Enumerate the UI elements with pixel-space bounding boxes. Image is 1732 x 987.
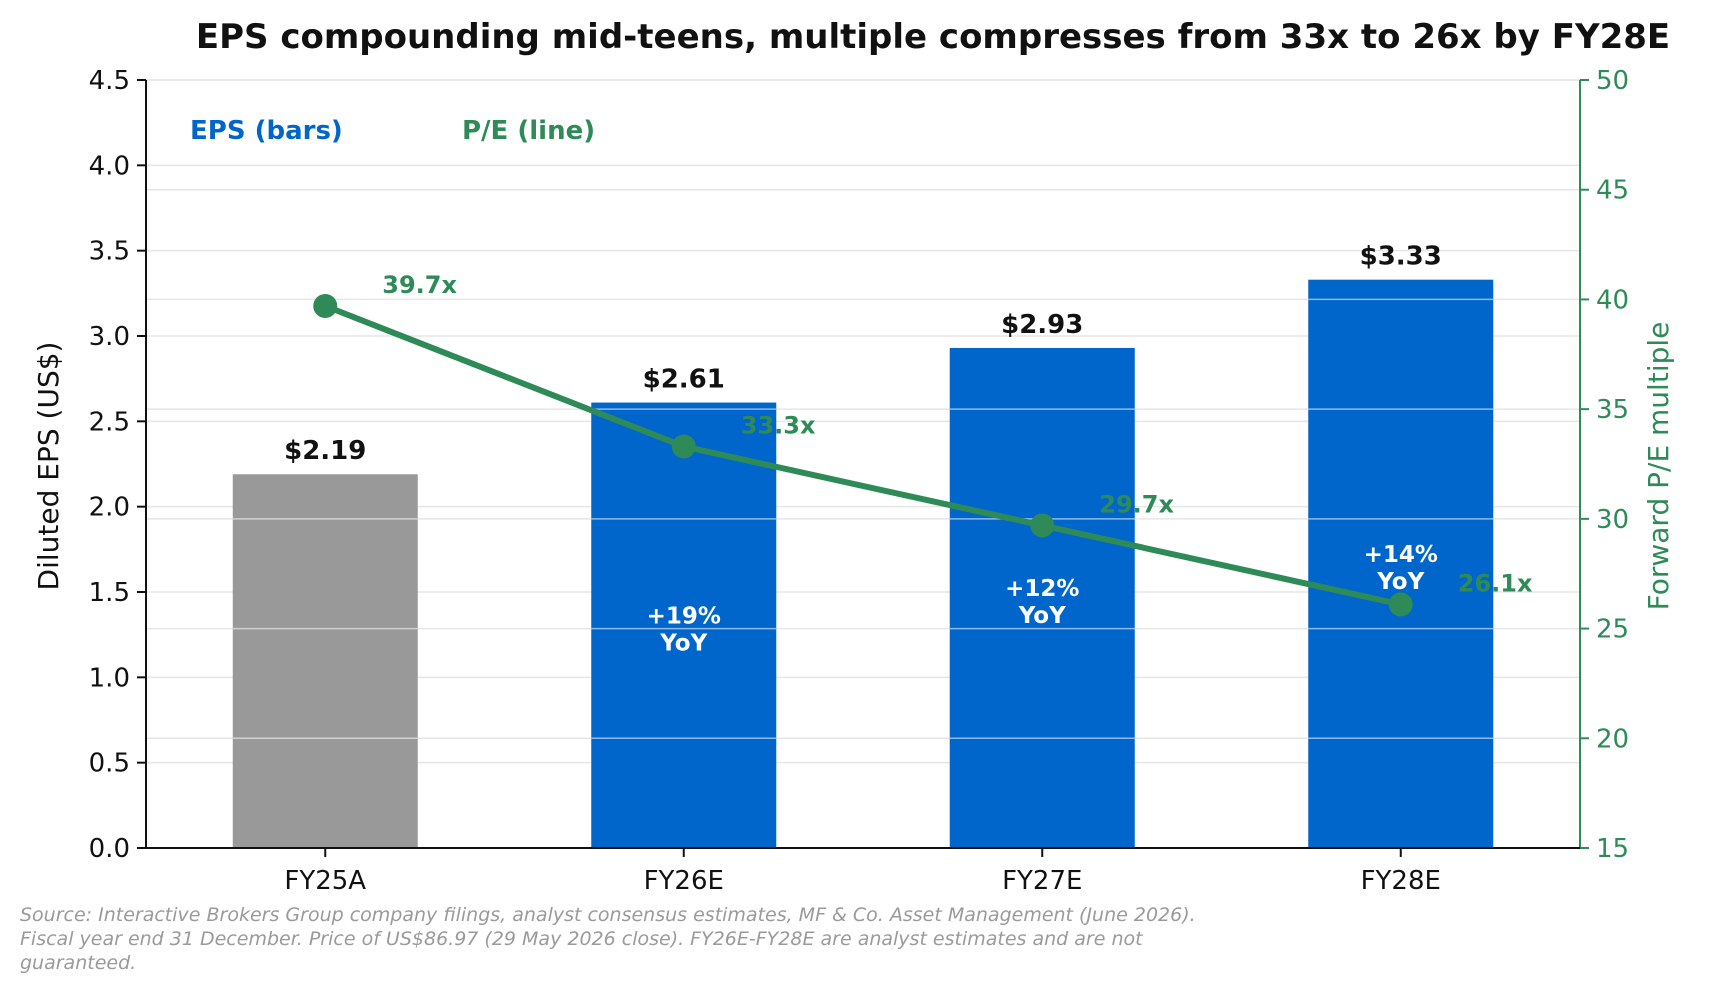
- pe-point: [1030, 513, 1055, 538]
- eps-bars: [232, 279, 1494, 848]
- eps-bar: [232, 474, 418, 848]
- left-y-axis: 0.0 0.5 1.0 1.5 2.0 2.5 3.0 3.5 4.0 4.5: [89, 66, 147, 864]
- right-tick-label: 25: [1596, 615, 1629, 645]
- eps-bar: [949, 347, 1135, 848]
- pe-point: [671, 434, 696, 459]
- right-axis-label: Forward P/E multiple: [1642, 322, 1675, 611]
- right-tick-label: 20: [1596, 724, 1629, 754]
- pe-value-label: 29.7x: [1099, 490, 1174, 518]
- pe-value-label: 26.1x: [1458, 569, 1533, 597]
- right-tick-label: 35: [1596, 395, 1629, 425]
- left-tick-label: 2.0: [89, 493, 130, 523]
- right-tick-label: 45: [1596, 176, 1629, 206]
- right-y-axis: 15 20 25 30 35 40 45 50: [1579, 66, 1629, 864]
- yoy-label: +19%: [647, 603, 721, 629]
- yoy-label: +14%: [1364, 542, 1438, 568]
- left-tick-label: 4.5: [89, 66, 130, 96]
- x-axis: FY25A FY26E FY27E FY28E: [146, 847, 1580, 896]
- right-tick-label: 15: [1596, 834, 1629, 864]
- right-tick-label: 40: [1596, 285, 1629, 315]
- left-tick-label: 1.5: [89, 578, 130, 608]
- x-tick-label: FY28E: [1361, 866, 1441, 896]
- data-labels: $2.19$2.61$2.93$3.33+19%YoY+12%YoY+14%Yo…: [284, 242, 1533, 657]
- yoy-label: YoY: [1018, 603, 1066, 629]
- left-tick-label: 3.0: [89, 322, 130, 352]
- pe-value-label: 39.7x: [382, 271, 457, 299]
- eps-value-label: $2.19: [284, 436, 366, 466]
- left-tick-label: 3.5: [89, 237, 130, 267]
- left-tick-label: 0.0: [89, 834, 130, 864]
- pe-point: [313, 294, 338, 319]
- left-tick-label: 2.5: [89, 407, 130, 437]
- yoy-label: +12%: [1005, 576, 1079, 602]
- yoy-label: YoY: [1376, 569, 1424, 595]
- left-tick-label: 1.0: [89, 663, 130, 693]
- left-tick-label: 4.0: [89, 151, 130, 181]
- x-tick-label: FY26E: [644, 866, 724, 896]
- legend-pe: P/E (line): [462, 116, 595, 146]
- chart-title: EPS compounding mid-teens, multiple comp…: [196, 17, 1670, 57]
- eps-bar: [1308, 279, 1494, 848]
- left-axis-label: Diluted EPS (US$): [32, 342, 65, 591]
- left-tick-label: 0.5: [89, 749, 130, 779]
- yoy-label: YoY: [659, 630, 707, 656]
- legend-eps: EPS (bars): [190, 116, 343, 146]
- right-tick-label: 30: [1596, 505, 1629, 535]
- eps-value-label: $2.61: [643, 365, 725, 395]
- eps-bar: [591, 402, 777, 848]
- pe-line-series: [313, 294, 1413, 617]
- source-note: Source: Interactive Brokers Group compan…: [20, 904, 1196, 974]
- pe-value-label: 33.3x: [741, 411, 816, 439]
- pe-point: [1388, 592, 1413, 617]
- x-tick-label: FY27E: [1002, 866, 1082, 896]
- right-tick-label: 50: [1596, 66, 1629, 96]
- x-tick-label: FY25A: [284, 866, 366, 896]
- eps-value-label: $3.33: [1360, 242, 1442, 272]
- legend: EPS (bars) P/E (line): [190, 116, 595, 146]
- pe-line: [322, 303, 1404, 608]
- eps-value-label: $2.93: [1001, 310, 1083, 340]
